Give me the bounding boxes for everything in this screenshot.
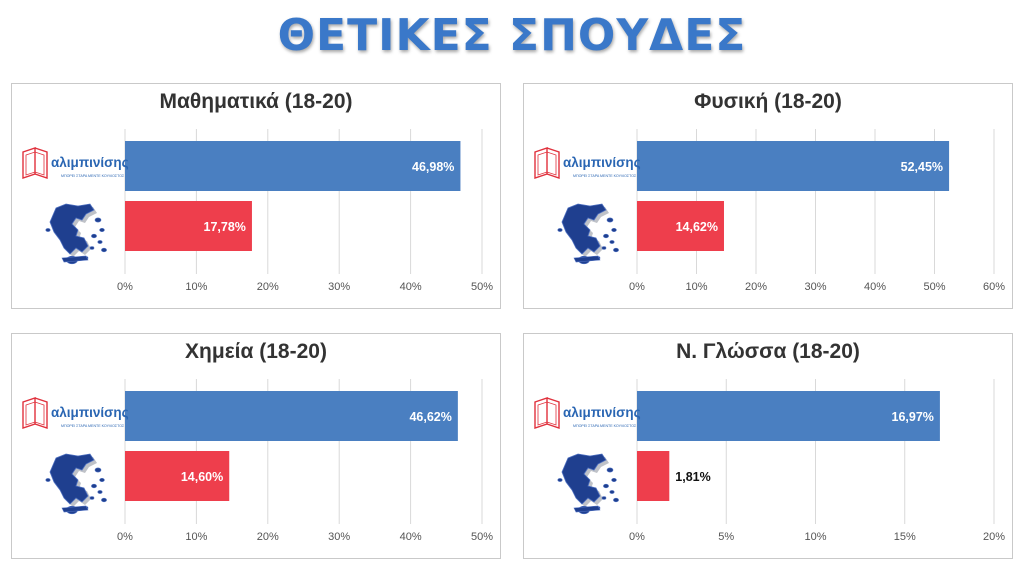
greece-map-icon [45,203,107,265]
x-tick-label: 50% [471,531,493,543]
data-label: 14,62% [676,220,718,234]
x-tick-label: 30% [328,281,350,293]
chart-title: Φυσική (18-20) [694,90,842,113]
x-tick-label: 10% [185,531,207,543]
data-label: 17,78% [204,220,246,234]
chart-title: Χημεία (18-20) [185,340,327,363]
bar-greece [125,451,230,501]
chart-title: Ν. Γλώσσα (18-20) [676,340,860,363]
logo-tagline: ΜΠΟΡΕΙ ΣΤΑΡΑ ΜΕΝΤΕ ΚΟΥΛΙΟΣΤΟΣ [573,424,637,428]
greece-map-icon [557,453,619,515]
x-tick-label: 50% [471,281,493,293]
bar-chart: 0% 5% 10% 15% 20% 16,97% 1,81% αλιμπινίσης ΜΠΟΡΕ… [534,379,1005,543]
book-icon [22,147,48,179]
x-tick-label: 60% [983,281,1005,293]
x-tick-label: 40% [400,531,422,543]
x-tick-label: 50% [923,281,945,293]
x-tick-label: 10% [804,531,826,543]
greece-map-icon [557,203,619,265]
bar-chart: 0% 10% 20% 30% 40% 50% 60% 52,45% 14,62% αλιμπινί… [534,129,1005,293]
chart-panel-physics: Φυσική (18-20) 0% 10% 20% 30% 40% 50% 60% 52,45… [523,83,1013,309]
bar-greece [637,201,724,251]
x-tick-label: 10% [185,281,207,293]
bar-alimpinisis [637,391,940,441]
data-label: 1,81% [675,470,710,484]
x-tick-label: 15% [894,531,916,543]
logo-tagline: ΜΠΟΡΕΙ ΣΤΑΡΑ ΜΕΝΤΕ ΚΟΥΛΙΟΣΤΟΣ [573,174,637,178]
data-label: 46,98% [412,160,454,174]
x-tick-label: 0% [629,531,645,543]
x-tick-label: 40% [400,281,422,293]
bar-alimpinisis [125,141,461,191]
greece-map-icon [45,453,107,515]
logo-tagline: ΜΠΟΡΕΙ ΣΤΑΡΑ ΜΕΝΤΕ ΚΟΥΛΙΟΣΤΟΣ [61,174,125,178]
x-tick-label: 10% [685,281,707,293]
bar-chart: 0% 10% 20% 30% 40% 50% 46,98% 17,78% αλιμπινίσης… [22,129,493,293]
logo-name: αλιμπινίσης [563,155,641,170]
x-tick-label: 20% [983,531,1005,543]
data-label: 46,62% [409,410,451,424]
alimpinisis-logo: αλιμπινίσης ΜΠΟΡΕΙ ΣΤΑΡΑ ΜΕΝΤΕ ΚΟΥΛΙΟΣΤΟΣ [534,147,641,179]
x-tick-label: 0% [117,531,133,543]
x-tick-label: 0% [629,281,645,293]
bar-alimpinisis [637,141,950,191]
data-label: 14,60% [181,470,223,484]
logo-name: αλιμπινίσης [563,405,641,420]
bar-greece [637,451,670,501]
x-tick-label: 20% [257,281,279,293]
data-label: 52,45% [901,160,943,174]
alimpinisis-logo: αλιμπινίσης ΜΠΟΡΕΙ ΣΤΑΡΑ ΜΕΝΤΕ ΚΟΥΛΙΟΣΤΟΣ [22,397,129,429]
x-tick-label: 20% [257,531,279,543]
data-label: 16,97% [892,410,934,424]
logo-tagline: ΜΠΟΡΕΙ ΣΤΑΡΑ ΜΕΝΤΕ ΚΟΥΛΙΟΣΤΟΣ [61,424,125,428]
book-icon [534,397,560,429]
alimpinisis-logo: αλιμπινίσης ΜΠΟΡΕΙ ΣΤΑΡΑ ΜΕΝΤΕ ΚΟΥΛΙΟΣΤΟΣ [22,147,129,179]
book-icon [534,147,560,179]
bar-greece [125,201,252,251]
logo-name: αλιμπινίσης [51,155,129,170]
chart-title: Μαθηματικά (18-20) [159,90,353,113]
bar-alimpinisis [125,391,458,441]
book-icon [22,397,48,429]
x-tick-label: 0% [117,281,133,293]
bar-chart: 0% 10% 20% 30% 40% 50% 46,62% 14,60% αλιμπινίσης… [22,379,493,543]
x-tick-label: 40% [864,281,886,293]
x-tick-label: 5% [718,531,734,543]
x-tick-label: 20% [745,281,767,293]
x-tick-label: 30% [328,531,350,543]
chart-panel-chemistry: Χημεία (18-20) 0% 10% 20% 30% 40% 50% 46,62% 14… [11,333,501,559]
page-title: ΘΕΤΙΚΕΣ ΣΠΟΥΔΕΣ [277,10,747,61]
chart-panel-mathematics: Μαθηματικά (18-20) 0% 10% 20% 30% 40% 50% 46,9… [11,83,501,309]
chart-panel-language: Ν. Γλώσσα (18-20) 0% 5% 10% 15% 20% 16,97% 1,8… [523,333,1013,559]
logo-name: αλιμπινίσης [51,405,129,420]
alimpinisis-logo: αλιμπινίσης ΜΠΟΡΕΙ ΣΤΑΡΑ ΜΕΝΤΕ ΚΟΥΛΙΟΣΤΟΣ [534,397,641,429]
x-tick-label: 30% [804,281,826,293]
